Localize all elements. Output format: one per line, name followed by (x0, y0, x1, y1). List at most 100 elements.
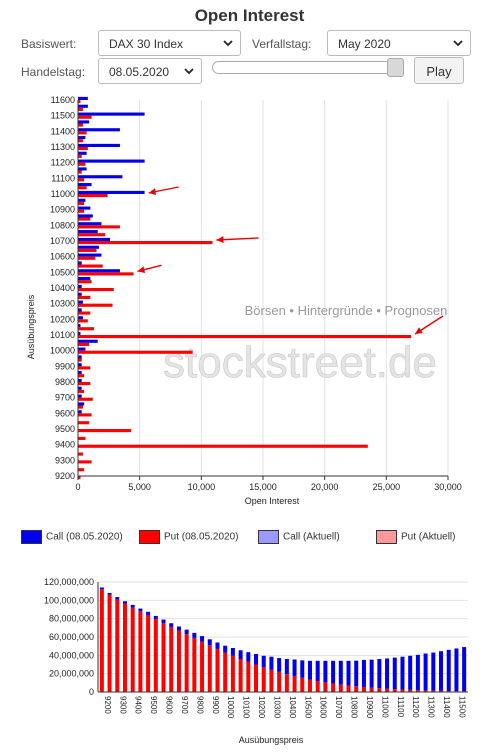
call-bar (78, 292, 82, 296)
y-tick-label: 10100 (50, 330, 75, 340)
call-bar (78, 324, 81, 328)
call-bar (78, 331, 81, 335)
call-bar (78, 112, 145, 116)
y-tick-label: 10200 (50, 314, 75, 324)
x-tick-label: 11200 (411, 696, 420, 718)
call-bar (78, 347, 86, 351)
put-bar (315, 681, 320, 692)
y-tick-label: 9800 (55, 377, 75, 387)
call-bar (169, 623, 174, 627)
call-bar (338, 660, 343, 685)
put-bar (78, 248, 97, 252)
play-button[interactable]: Play (414, 57, 464, 84)
x-tick-label: 10100 (242, 696, 251, 719)
chart1-annotations (137, 186, 444, 335)
call-bar (346, 660, 351, 686)
call-bar (146, 611, 151, 615)
put-bar (78, 178, 85, 182)
x-tick-label: 10500 (303, 696, 312, 719)
call-bar (354, 660, 359, 687)
y-tick-label: 11000 (51, 189, 75, 199)
x-tick-label: 10300 (272, 696, 281, 719)
y-tick-label: 10300 (50, 299, 75, 309)
legend-put-past[interactable]: Put (08.05.2020) (139, 530, 239, 544)
call-bar (78, 371, 82, 375)
put-bar (431, 690, 436, 692)
legend-label: Call (Aktuell) (283, 531, 340, 543)
call-bar (238, 650, 243, 659)
put-bar (78, 405, 83, 409)
date-slider[interactable] (212, 58, 404, 77)
y-tick-label: 11100 (51, 173, 75, 183)
put-bar (300, 677, 305, 692)
y-tick-label: 80,000,000 (49, 614, 94, 624)
open-interest-chart: stockstreet.de Börsen • Hintergründe • P… (26, 95, 462, 506)
x-tick-label: 9600 (165, 696, 174, 714)
put-bar (153, 619, 158, 692)
put-bar (78, 389, 85, 393)
legend-call-past[interactable]: Call (08.05.2020) (21, 530, 123, 544)
handelstag-value: 08.05.2020 (109, 65, 170, 79)
put-bar (78, 311, 91, 315)
call-bar (78, 96, 88, 100)
call-bar (78, 136, 86, 140)
put-bar (423, 690, 428, 692)
call-bar (215, 642, 220, 649)
put-bar (78, 327, 95, 331)
call-bar (361, 659, 366, 687)
y-tick-label: 9500 (55, 424, 75, 434)
y-tick-label: 10800 (50, 220, 75, 230)
put-bar (78, 342, 90, 346)
legend-put-current[interactable]: Put (Aktuell) (376, 530, 455, 544)
x-tick-label: 10800 (350, 696, 359, 719)
call-bar (385, 658, 390, 689)
put-bar (78, 295, 91, 299)
handelstag-select[interactable]: 08.05.2020 (98, 58, 202, 84)
x-tick-label: 11000 (380, 696, 389, 718)
call-bar (122, 601, 127, 604)
call-bar (78, 339, 98, 343)
put-bar (192, 637, 197, 692)
x-tick-label: 9300 (118, 696, 127, 714)
call-bar (246, 652, 251, 662)
put-bar (115, 599, 120, 692)
handelstag-label: Handelstag: (21, 65, 86, 79)
call-bar (78, 394, 82, 398)
put-bar (78, 460, 92, 464)
call-bar (78, 120, 90, 124)
put-bar (99, 589, 104, 692)
call-bar (400, 656, 405, 690)
legend-label: Put (08.05.2020) (164, 531, 239, 543)
put-bar (78, 444, 368, 448)
legend-call-current[interactable]: Call (Aktuell) (258, 530, 340, 544)
call-bar (107, 593, 112, 595)
y-tick-label: 9200 (55, 471, 75, 481)
legend-swatch (258, 530, 279, 544)
slider-handle[interactable] (387, 58, 404, 77)
put-bar (78, 382, 91, 386)
chart2-axes: 0 20,000,000 40,000,000 60,000,000 80,000,00… (44, 577, 468, 719)
page-title: Open Interest (194, 6, 305, 25)
call-bar (200, 636, 205, 642)
y-tick-label: 20,000,000 (49, 669, 94, 679)
put-bar (207, 645, 212, 692)
call-bar (284, 659, 289, 675)
call-bar (184, 629, 189, 635)
put-bar (184, 634, 189, 692)
chart1-ylabel: Ausübungspreis (26, 294, 36, 359)
put-bar (323, 682, 328, 692)
y-tick-label: 9700 (55, 393, 75, 403)
call-bar (78, 378, 82, 382)
verfallstag-select[interactable]: May 2020 (327, 30, 471, 56)
put-bar (408, 689, 413, 692)
call-bar (408, 655, 413, 690)
basiswert-select[interactable]: DAX 30 Index (98, 30, 241, 56)
put-bar (78, 209, 85, 213)
call-bar (78, 104, 88, 108)
call-bar (415, 654, 420, 691)
put-bar (169, 626, 174, 692)
legend-label: Call (08.05.2020) (46, 531, 123, 543)
x-tick-label: 9700 (180, 696, 189, 714)
call-bar (78, 269, 120, 273)
call-bar (423, 653, 428, 691)
